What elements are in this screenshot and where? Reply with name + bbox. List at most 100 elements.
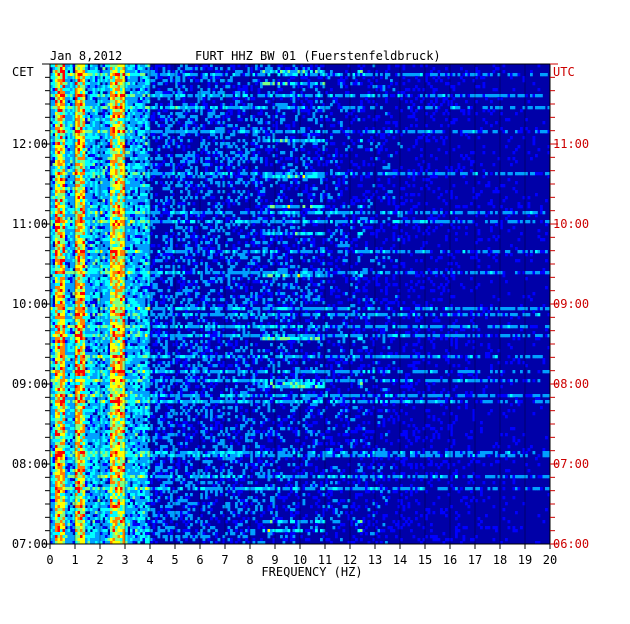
heatmap-cell xyxy=(327,76,331,80)
heatmap-cell xyxy=(155,211,158,215)
heatmap-cell xyxy=(80,82,83,86)
heatmap-cell xyxy=(360,103,363,107)
heatmap-cell xyxy=(285,124,288,128)
heatmap-cell xyxy=(252,106,256,110)
heatmap-cell xyxy=(105,97,108,101)
heatmap-cell xyxy=(177,97,181,101)
heatmap-cell xyxy=(230,199,233,203)
heatmap-cell xyxy=(132,118,136,122)
heatmap-cell xyxy=(150,232,153,236)
heatmap-cell xyxy=(112,202,116,206)
heatmap-cell xyxy=(230,181,233,185)
heatmap-cell xyxy=(72,127,76,131)
heatmap-cell xyxy=(110,178,113,182)
heatmap-cell xyxy=(110,145,113,149)
heatmap-cell xyxy=(60,151,63,155)
heatmap-cell xyxy=(490,73,493,77)
heatmap-cell xyxy=(130,163,133,167)
heatmap-cell xyxy=(157,109,161,113)
heatmap-cell xyxy=(237,106,241,110)
heatmap-cell xyxy=(67,148,71,152)
heatmap-cell xyxy=(192,151,196,155)
heatmap-cell xyxy=(215,67,218,71)
heatmap-cell xyxy=(347,112,351,116)
heatmap-cell xyxy=(222,172,226,176)
heatmap-cell xyxy=(115,100,118,104)
heatmap-cell xyxy=(390,130,393,134)
heatmap-cell xyxy=(395,211,398,215)
heatmap-cell xyxy=(130,112,133,116)
heatmap-cell xyxy=(312,172,316,176)
heatmap-cell xyxy=(120,70,123,74)
heatmap-cell xyxy=(235,73,238,77)
heatmap-cell xyxy=(267,229,271,233)
heatmap-cell xyxy=(80,109,83,113)
heatmap-cell xyxy=(320,70,323,74)
heatmap-cell xyxy=(160,103,163,107)
heatmap-cell xyxy=(235,175,238,179)
heatmap-cell xyxy=(112,130,116,134)
heatmap-cell xyxy=(112,226,116,230)
heatmap-cell xyxy=(310,205,313,209)
heatmap-cell xyxy=(397,214,401,218)
heatmap-cell xyxy=(75,85,78,89)
heatmap-cell xyxy=(362,163,366,167)
heatmap-cell xyxy=(175,91,178,95)
heatmap-cell xyxy=(112,121,116,125)
heatmap-cell xyxy=(147,223,151,227)
heatmap-cell xyxy=(165,232,168,236)
heatmap-cell xyxy=(342,106,346,110)
heatmap-cell xyxy=(267,91,271,95)
heatmap-cell xyxy=(52,100,56,104)
heatmap-cell xyxy=(230,106,233,110)
heatmap-cell xyxy=(195,73,198,77)
heatmap-cell xyxy=(115,223,118,227)
heatmap-cell xyxy=(160,136,163,140)
heatmap-cell xyxy=(260,193,263,197)
heatmap-cell xyxy=(317,220,321,224)
heatmap-cell xyxy=(105,148,108,152)
heatmap-cell xyxy=(425,229,428,233)
heatmap-cell xyxy=(235,145,238,149)
heatmap-cell xyxy=(70,76,73,80)
heatmap-cell xyxy=(527,205,531,209)
heatmap-cell xyxy=(342,211,346,215)
heatmap-cell xyxy=(122,172,126,176)
heatmap-cell xyxy=(405,100,408,104)
heatmap-cell xyxy=(97,160,101,164)
heatmap-cell xyxy=(337,166,341,170)
heatmap-cell xyxy=(202,175,206,179)
heatmap-cell xyxy=(65,208,68,212)
heatmap-cell xyxy=(317,154,321,158)
heatmap-cell xyxy=(92,79,96,83)
heatmap-cell xyxy=(320,220,323,224)
heatmap-cell xyxy=(60,181,63,185)
heatmap-cell xyxy=(227,136,231,140)
heatmap-cell xyxy=(450,193,453,197)
heatmap-cell xyxy=(57,190,61,194)
heatmap-cell xyxy=(240,220,243,224)
heatmap-cell xyxy=(147,232,151,236)
heatmap-cell xyxy=(90,64,93,68)
heatmap-cell xyxy=(265,175,268,179)
heatmap-cell xyxy=(425,211,428,215)
heatmap-cell xyxy=(162,109,166,113)
heatmap-cell xyxy=(370,136,373,140)
heatmap-cell xyxy=(80,232,83,236)
heatmap-cell xyxy=(410,106,413,110)
heatmap-cell xyxy=(502,211,506,215)
heatmap-cell xyxy=(135,94,138,98)
heatmap-cell xyxy=(507,178,511,182)
heatmap-cell xyxy=(147,154,151,158)
heatmap-cell xyxy=(295,67,298,71)
heatmap-cell xyxy=(97,88,101,92)
heatmap-cell xyxy=(447,169,451,173)
heatmap-cell xyxy=(397,220,401,224)
heatmap-cell xyxy=(72,190,76,194)
heatmap-cell xyxy=(355,211,358,215)
heatmap-cell xyxy=(267,172,271,176)
heatmap-cell xyxy=(75,88,78,92)
heatmap-cell xyxy=(212,94,216,98)
heatmap-cell xyxy=(302,130,306,134)
heatmap-cell xyxy=(307,136,311,140)
